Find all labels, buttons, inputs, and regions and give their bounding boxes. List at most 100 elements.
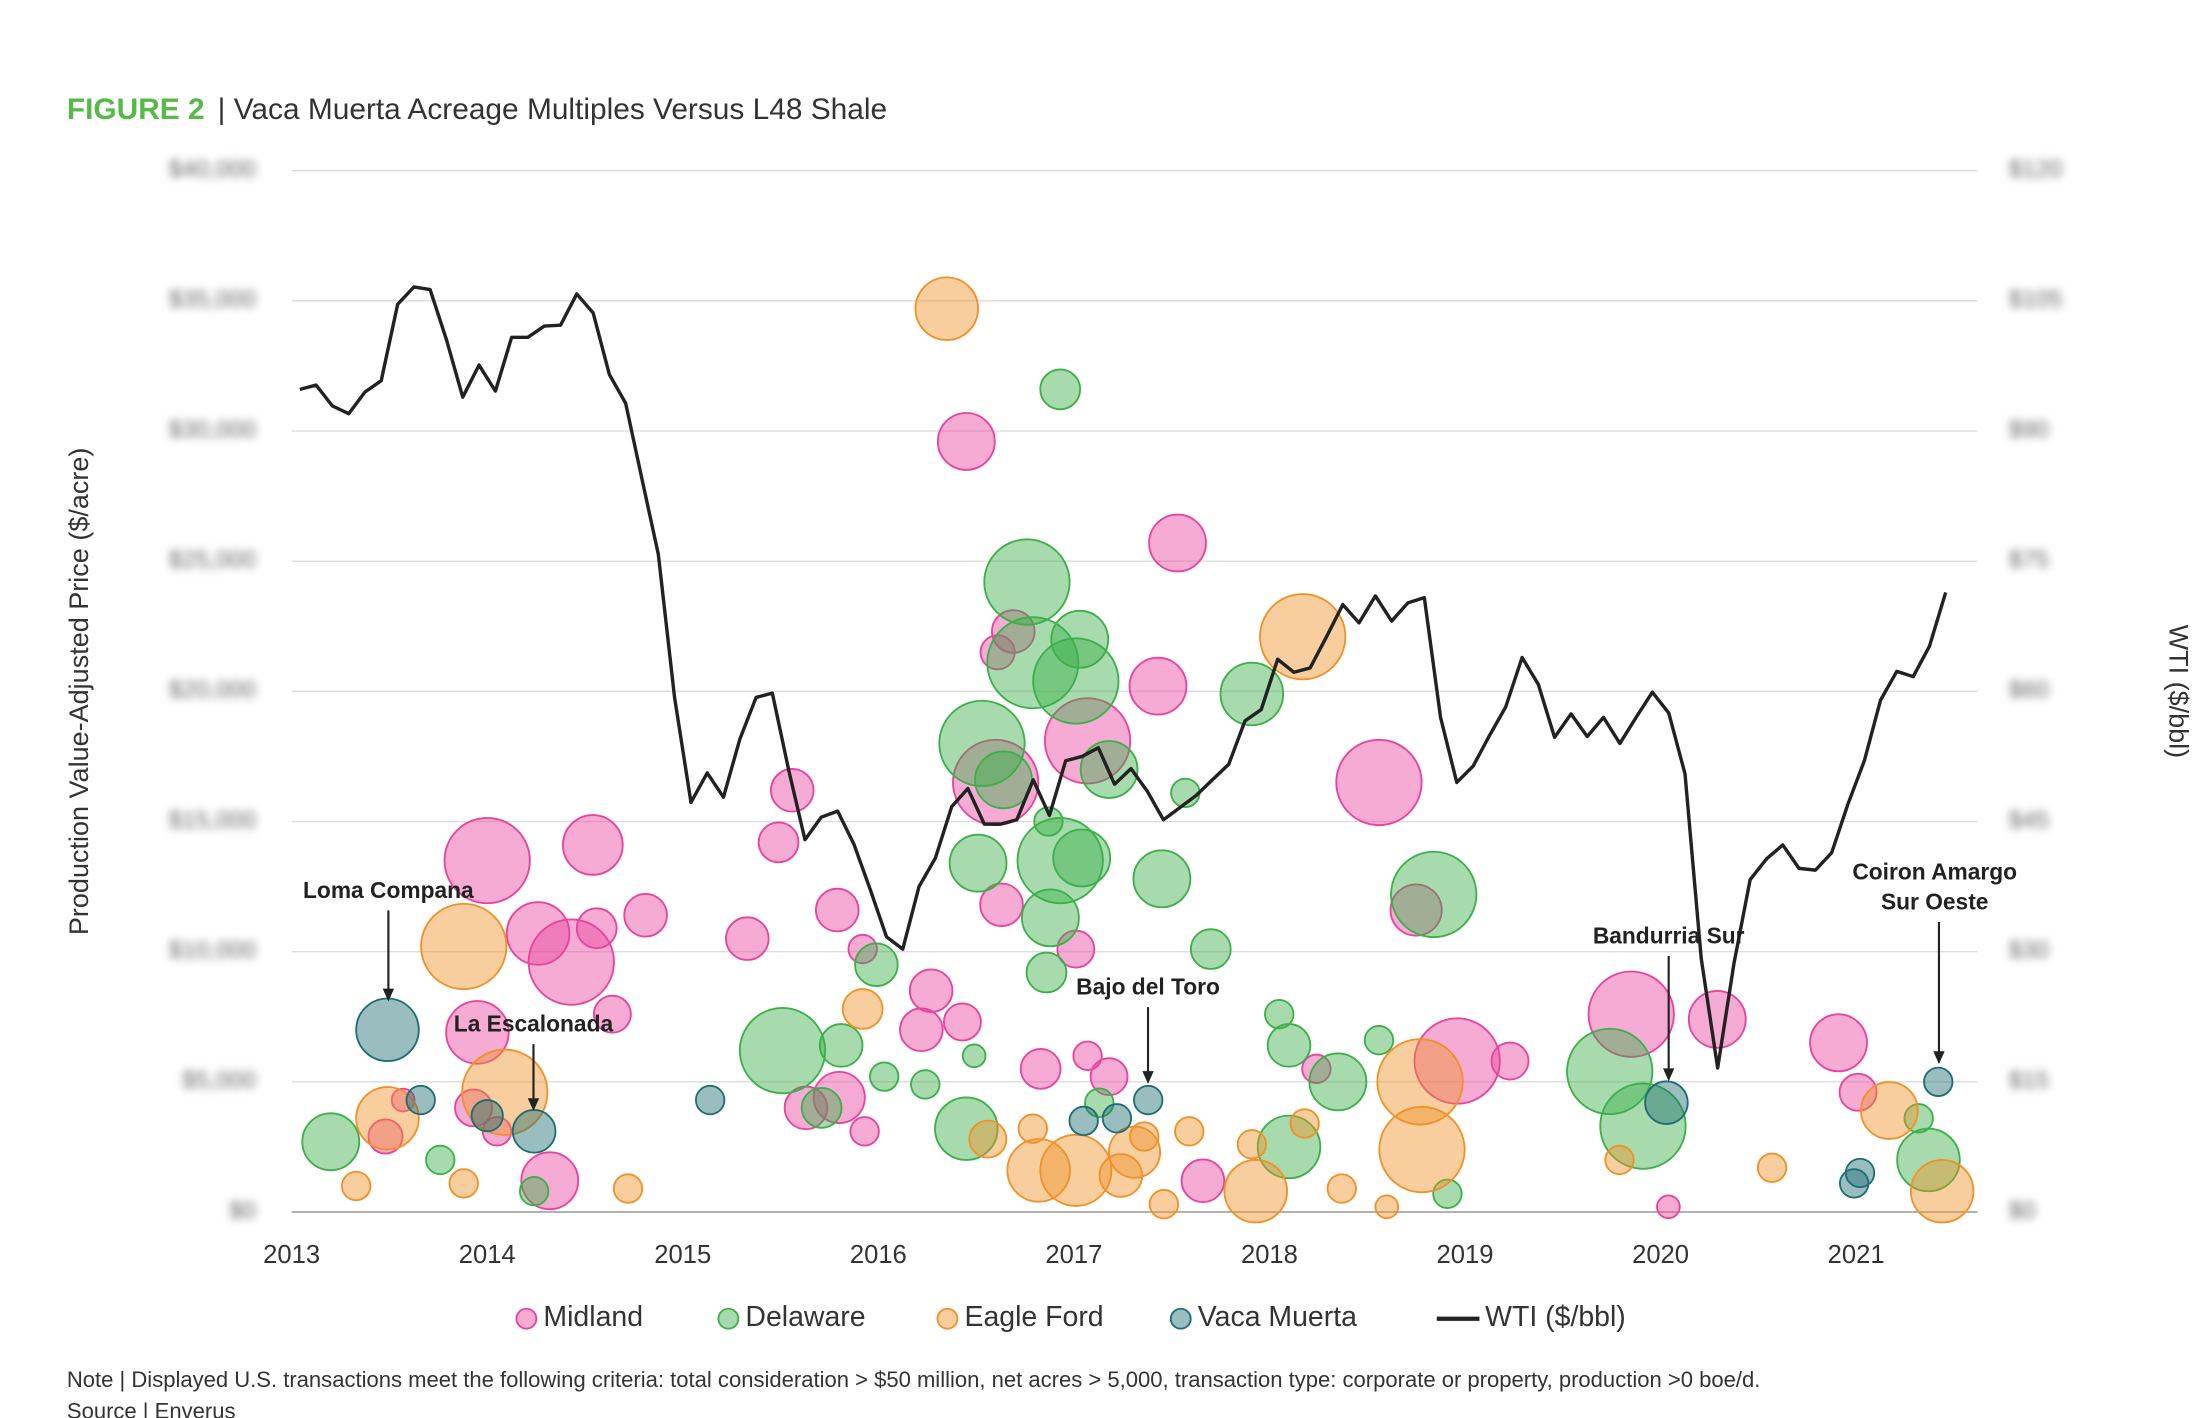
bubble [1089, 1057, 1129, 1097]
bubble [1098, 1153, 1144, 1198]
bubble [1859, 1081, 1919, 1140]
legend-label: Delaware [745, 1301, 865, 1333]
bubble [1219, 661, 1285, 727]
bubble [942, 1002, 982, 1042]
bubble [1756, 1152, 1788, 1183]
y2-tick-label: $120 [2009, 156, 2063, 183]
y-axis-title: Production Value-Adjusted Price ($/acre) [64, 448, 94, 936]
y2-tick-label: $45 [2009, 807, 2049, 834]
bubble [1259, 593, 1347, 681]
bubble [1656, 1194, 1681, 1220]
bubble [575, 907, 618, 950]
x-tick-label: 2016 [850, 1241, 907, 1269]
bubble [869, 1061, 900, 1092]
bubble [1017, 1113, 1048, 1144]
bubble [425, 1144, 456, 1176]
annotation: Sur Oeste [1881, 888, 1988, 914]
legend-label: WTI ($/bbl) [1485, 1301, 1626, 1333]
note: Note | Displayed U.S. transactions meet … [67, 1367, 1760, 1392]
bubbles [301, 276, 1975, 1224]
x-tick-label: 2017 [1045, 1241, 1102, 1269]
x-tick-label: 2019 [1437, 1241, 1494, 1269]
bubble [1033, 806, 1064, 837]
bubble [1132, 849, 1192, 909]
bubble [1587, 970, 1675, 1058]
annotation-arrowhead [1142, 1071, 1154, 1084]
bubble [301, 1112, 361, 1172]
y-tick-label: $35,000 [169, 286, 256, 313]
x-tick-label: 2020 [1632, 1241, 1689, 1269]
y2-axis-title: WTI ($/bbl) [2163, 625, 2193, 759]
bubble [511, 1109, 557, 1154]
bubble [1903, 1103, 1934, 1134]
x-tick-label: 2014 [459, 1241, 516, 1269]
bubble [948, 833, 1008, 893]
y-tick-label: $10,000 [169, 937, 256, 964]
bubble [1266, 1023, 1312, 1068]
bubble [1016, 816, 1104, 905]
legend-swatch [936, 1307, 959, 1330]
bubble [367, 1118, 404, 1155]
bubble [910, 1069, 941, 1100]
bubble [1432, 1178, 1463, 1209]
bubble [725, 916, 770, 961]
bubble [1378, 1105, 1466, 1194]
bubble [1490, 1041, 1530, 1081]
bubble [420, 902, 508, 991]
bubble [818, 1023, 864, 1068]
bubble [1389, 883, 1443, 937]
bubble [1052, 828, 1112, 888]
bubble [562, 814, 624, 876]
bubble [1148, 513, 1207, 573]
bubble [694, 1084, 726, 1116]
y-tick-label: $5,000 [182, 1067, 256, 1094]
y-tick-label: $30,000 [169, 416, 256, 443]
x-tick-label: 2013 [263, 1241, 320, 1269]
bubble [1604, 1144, 1635, 1176]
bubble [990, 609, 1036, 654]
bubble [1223, 1158, 1288, 1224]
y2-tick-label: $75 [2009, 547, 2049, 574]
y-tick-label: $40,000 [169, 156, 256, 183]
bubble [1072, 1040, 1103, 1071]
bubble [1687, 989, 1747, 1049]
bubble [1101, 1103, 1133, 1134]
y2-tick-label: $90 [2009, 416, 2049, 443]
bubble [405, 1084, 436, 1116]
bubble [505, 901, 571, 966]
y2-tick-label: $30 [2009, 937, 2049, 964]
bubble [849, 1116, 880, 1147]
annotation: Bajo del Toro [1076, 974, 1220, 1000]
source: Source | Enverus [67, 1398, 236, 1418]
bubble [520, 1151, 580, 1211]
bubble [1289, 1108, 1320, 1139]
bubble [1335, 738, 1423, 827]
bubble [986, 616, 1080, 710]
bubble [854, 942, 899, 987]
legend-swatch [717, 1307, 740, 1330]
chart-title: | Vaca Muerta Acreage Multiples Versus L… [218, 93, 887, 126]
bubble [899, 1007, 944, 1053]
annotation-arrowhead [1933, 1051, 1945, 1065]
wti-line [299, 285, 1948, 1070]
bubble [1128, 656, 1188, 716]
bubble [1180, 1158, 1226, 1204]
bubble [934, 1096, 999, 1161]
bubble [612, 1173, 644, 1204]
bubble [936, 412, 996, 471]
bubble [470, 1099, 504, 1133]
annotation: Loma Compana [303, 877, 474, 903]
bubble [908, 968, 954, 1013]
bubble [814, 887, 860, 933]
bubble [1599, 1082, 1687, 1170]
bubble [443, 816, 531, 905]
bubble [1809, 1013, 1868, 1073]
bubble [1644, 1080, 1689, 1125]
bubble [800, 1087, 843, 1129]
bubble [1909, 1158, 1975, 1224]
bubble [1148, 1189, 1179, 1220]
bubble [914, 276, 979, 341]
bubble [979, 882, 1024, 928]
bubble [1021, 888, 1080, 948]
